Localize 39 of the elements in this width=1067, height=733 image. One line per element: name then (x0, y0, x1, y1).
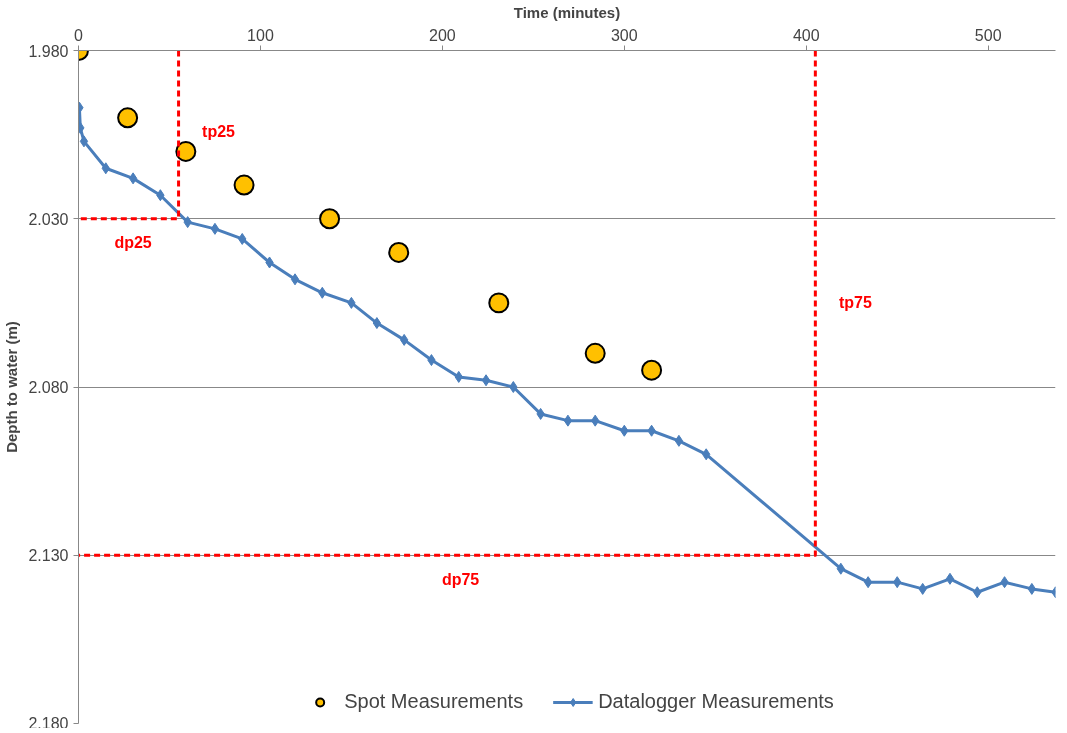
point (863, 576, 873, 589)
point (128, 172, 138, 185)
legend-label: Spot Measurements (344, 690, 524, 713)
y-tick-label: 1.980 (28, 42, 69, 60)
point (233, 174, 255, 196)
point (488, 292, 510, 314)
annotation: dp75 (441, 570, 480, 588)
point (641, 359, 663, 381)
point (117, 107, 139, 129)
y-tick-label: 2.030 (28, 210, 69, 228)
point (563, 414, 573, 427)
point (210, 222, 220, 235)
y-tick-label: 2.130 (28, 547, 69, 565)
x-tick-label: 200 (429, 26, 456, 44)
x-tick-label: 0 (74, 26, 84, 44)
y-tick-label: 2.180 (28, 714, 69, 732)
point (481, 374, 491, 387)
point (319, 208, 341, 230)
x-tick-label: 300 (610, 26, 638, 44)
x-tick-label: 100 (247, 26, 274, 44)
x-tick-label: 400 (792, 26, 820, 44)
legend-label: Datalogger Measurements (598, 690, 834, 713)
annotation: tp25 (202, 122, 236, 140)
point (290, 273, 300, 286)
y-tick-label: 2.080 (28, 379, 69, 396)
annotation: tp75 (838, 294, 872, 312)
x-tick-label: 500 (974, 26, 1002, 44)
annotation: dp25 (114, 234, 152, 252)
point (175, 140, 197, 162)
point (372, 317, 382, 330)
point (79, 135, 89, 148)
point (509, 381, 518, 393)
point (674, 434, 684, 447)
point (1027, 582, 1037, 595)
x-axis-title: Time (minutes) (513, 3, 621, 21)
y-axis-title: Depth to water (m) (3, 321, 21, 453)
point (584, 342, 606, 364)
point (945, 572, 955, 585)
point (388, 241, 410, 263)
